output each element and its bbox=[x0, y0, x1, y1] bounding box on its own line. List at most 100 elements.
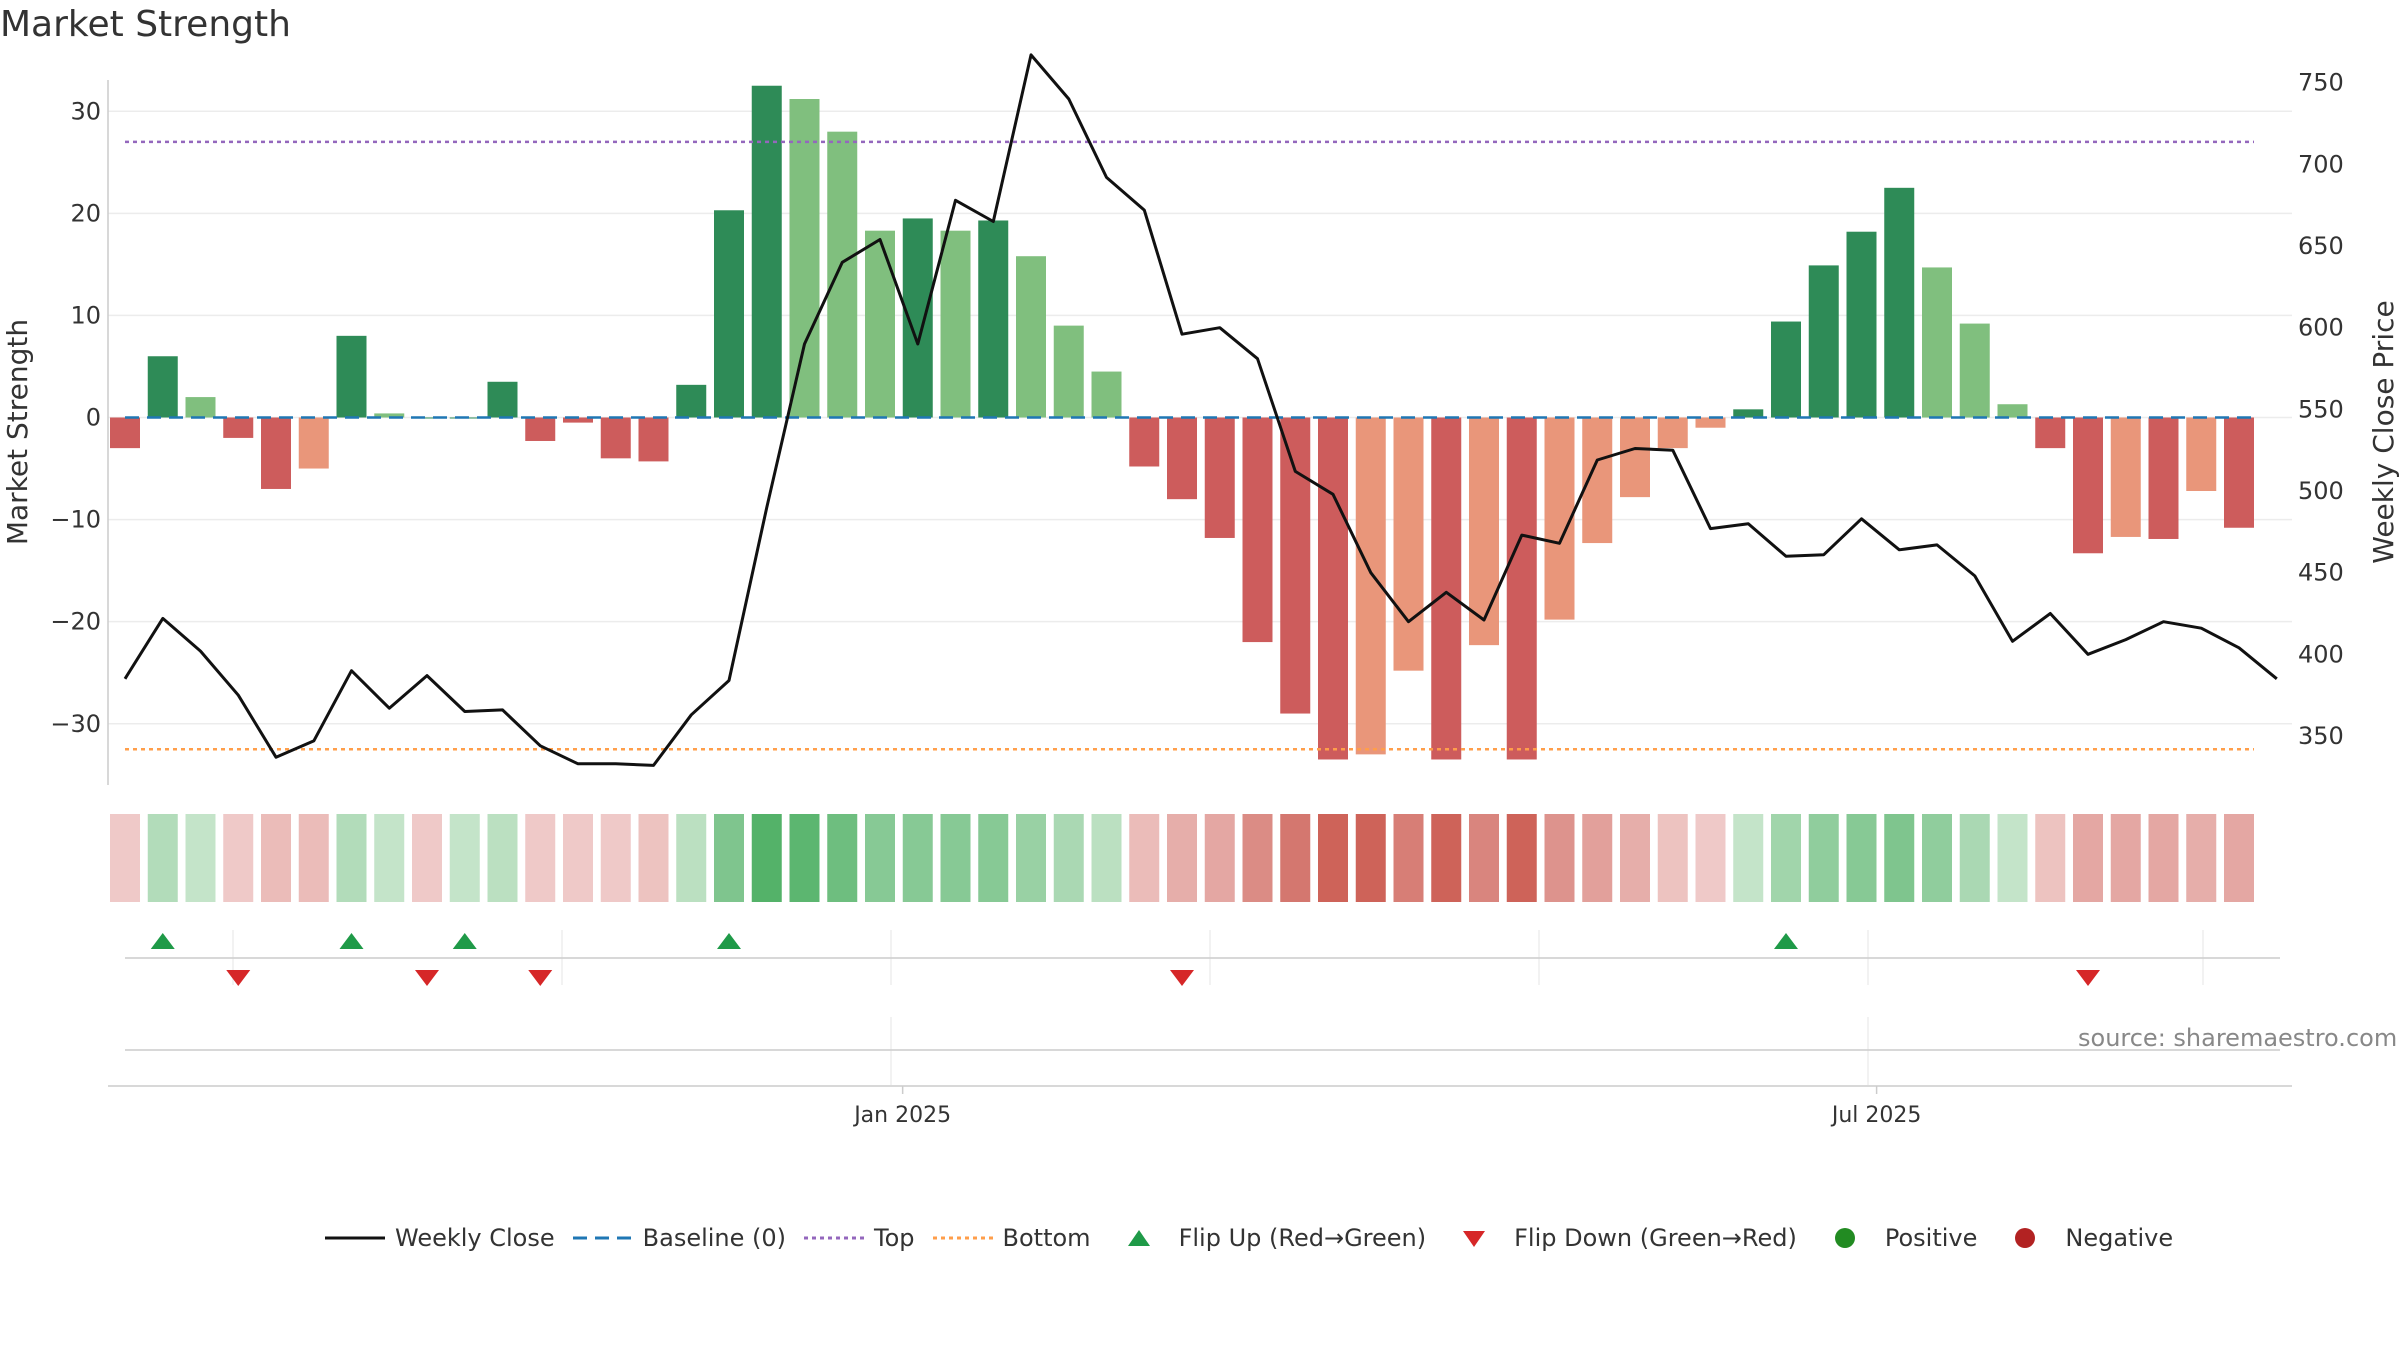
chart-title: Market Strength bbox=[0, 4, 291, 45]
strength-bar bbox=[940, 230, 971, 418]
strength-bar bbox=[600, 417, 631, 459]
heat-cell bbox=[563, 814, 593, 902]
strength-bar bbox=[563, 417, 593, 423]
triangle-down-icon bbox=[1463, 1231, 1486, 1247]
y-tick-label: −10 bbox=[50, 506, 101, 534]
legend: Weekly Close Baseline (0) Top Bottom Fli… bbox=[325, 1218, 2191, 1258]
legend-item-baseline: Baseline (0) bbox=[572, 1223, 786, 1253]
strength-bar bbox=[1506, 417, 1537, 760]
heat-cell bbox=[223, 814, 254, 902]
strength-bar bbox=[2186, 417, 2217, 491]
y2-tick-label: 700 bbox=[2298, 150, 2344, 178]
legend-line-dotted-icon bbox=[804, 1236, 865, 1240]
strength-bar bbox=[1242, 417, 1273, 643]
strength-bar bbox=[412, 417, 442, 419]
y-tick-label: −30 bbox=[50, 710, 101, 738]
strength-bar bbox=[2148, 417, 2179, 539]
legend-item-flip-up: Flip Up (Red→Green) bbox=[1109, 1223, 1427, 1253]
heat-cell bbox=[1997, 814, 2028, 902]
strength-bar bbox=[336, 335, 367, 418]
heat-cell bbox=[751, 814, 782, 902]
strength-bar bbox=[1620, 417, 1650, 498]
heat-cell bbox=[487, 814, 518, 902]
heat-cell bbox=[374, 814, 405, 902]
strength-bar bbox=[1016, 256, 1046, 418]
flip-up-marker bbox=[717, 933, 741, 949]
legend-item-bottom: Bottom bbox=[932, 1223, 1091, 1253]
legend-label: Top bbox=[874, 1224, 915, 1252]
heat-cell bbox=[1318, 814, 1348, 902]
heat-cell bbox=[2035, 814, 2066, 902]
strength-bar bbox=[1884, 187, 1915, 418]
y-tick-label: 10 bbox=[70, 301, 101, 329]
strength-bar bbox=[1053, 325, 1084, 418]
y2-tick-label: 600 bbox=[2298, 314, 2344, 342]
heat-cell bbox=[1884, 814, 1915, 902]
strength-bar bbox=[1922, 267, 1952, 418]
flip-down-marker bbox=[528, 970, 553, 986]
strength-bar bbox=[525, 417, 556, 441]
legend-item-top: Top bbox=[804, 1223, 915, 1253]
heat-cell bbox=[2186, 814, 2217, 902]
strength-bar bbox=[789, 99, 820, 418]
strength-bar bbox=[298, 417, 329, 469]
flip-down-marker bbox=[1170, 970, 1194, 986]
strength-bar bbox=[487, 381, 518, 418]
heat-cell bbox=[600, 814, 631, 902]
strength-bar bbox=[1997, 404, 2028, 418]
circle-green-icon bbox=[1834, 1228, 1855, 1248]
heat-cell bbox=[827, 814, 858, 902]
triangle-up-icon bbox=[1127, 1230, 1150, 1246]
heat-cell bbox=[1280, 814, 1311, 902]
strength-bar bbox=[1959, 323, 1990, 418]
circle-red-icon bbox=[2015, 1228, 2036, 1248]
y-tick-label: 30 bbox=[70, 97, 101, 125]
flip-up-marker bbox=[1774, 933, 1798, 949]
y2-tick-label: 350 bbox=[2298, 722, 2344, 750]
y2-tick-label: 550 bbox=[2298, 395, 2344, 423]
heat-cell bbox=[1053, 814, 1084, 902]
flip-up-marker bbox=[150, 933, 175, 949]
heat-cell bbox=[1242, 814, 1273, 902]
heat-cell bbox=[1091, 814, 1122, 902]
strength-bar bbox=[1771, 321, 1801, 418]
legend-item-negative: Negative bbox=[1995, 1223, 2173, 1253]
strength-bar bbox=[2073, 417, 2103, 554]
strength-bar bbox=[1318, 417, 1348, 760]
heat-cell bbox=[1771, 814, 1801, 902]
legend-item-flip-down: Flip Down (Green→Red) bbox=[1444, 1223, 1797, 1253]
heat-cell bbox=[1959, 814, 1990, 902]
heat-cell bbox=[412, 814, 442, 902]
y-tick-label: 0 bbox=[86, 404, 101, 432]
strength-bar bbox=[1695, 417, 1726, 428]
heat-cell bbox=[1431, 814, 1462, 902]
heat-cell bbox=[110, 814, 140, 902]
heat-cell bbox=[1204, 814, 1235, 902]
strength-bar bbox=[1657, 417, 1688, 449]
flip-up-marker bbox=[452, 933, 477, 949]
strength-bar bbox=[1129, 417, 1160, 467]
heat-cell bbox=[1922, 814, 1952, 902]
legend-label: Flip Down (Green→Red) bbox=[1514, 1224, 1797, 1252]
heat-cell bbox=[1846, 814, 1877, 902]
strength-bar bbox=[827, 131, 858, 418]
heat-cell bbox=[2110, 814, 2141, 902]
heat-cell bbox=[940, 814, 971, 902]
heat-cell bbox=[978, 814, 1009, 902]
heat-cell bbox=[1657, 814, 1688, 902]
heat-cell bbox=[1620, 814, 1650, 902]
heat-cell bbox=[1695, 814, 1726, 902]
heat-cell bbox=[2224, 814, 2254, 902]
heat-cell bbox=[1808, 814, 1839, 902]
heat-cell bbox=[1016, 814, 1046, 902]
strength-bar bbox=[2110, 417, 2141, 537]
strength-bar bbox=[978, 220, 1009, 418]
y2-tick-label: 400 bbox=[2298, 640, 2344, 668]
legend-label: Positive bbox=[1884, 1224, 1978, 1252]
strength-bar bbox=[1393, 417, 1424, 671]
legend-label: Flip Up (Red→Green) bbox=[1178, 1224, 1427, 1252]
legend-line-solid-icon bbox=[325, 1236, 385, 1240]
heat-cell bbox=[525, 814, 556, 902]
heat-cell bbox=[2148, 814, 2179, 902]
